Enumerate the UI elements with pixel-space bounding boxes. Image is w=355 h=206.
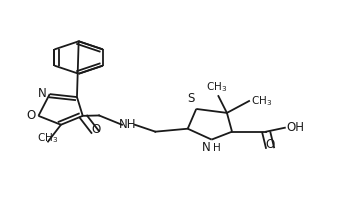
Text: CH$_3$: CH$_3$: [251, 94, 272, 108]
Text: CH$_3$: CH$_3$: [37, 131, 59, 145]
Text: CH$_3$: CH$_3$: [206, 80, 227, 94]
Text: O: O: [91, 123, 100, 136]
Text: O: O: [266, 138, 275, 151]
Text: OH: OH: [286, 121, 305, 134]
Text: N: N: [202, 141, 211, 154]
Text: O: O: [27, 109, 36, 122]
Text: NH: NH: [119, 118, 137, 131]
Text: H: H: [213, 143, 221, 153]
Text: S: S: [187, 92, 195, 105]
Text: N: N: [38, 87, 47, 100]
